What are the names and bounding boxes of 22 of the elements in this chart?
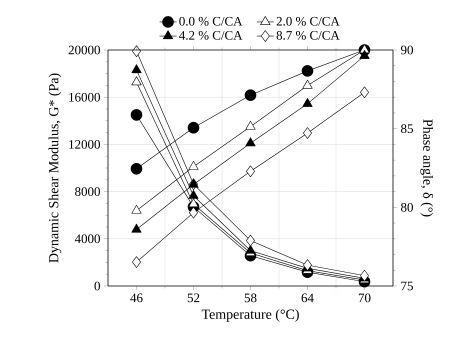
x-axis-title: Temperature (°C) xyxy=(202,309,299,322)
legend-label: 4.2 % C/CA xyxy=(179,30,242,40)
x-tick-label: 70 xyxy=(358,294,370,302)
legend-label: 0.0 % C/CA xyxy=(179,16,242,26)
y2-tick-label: 85 xyxy=(401,124,413,134)
x-tick-label: 64 xyxy=(302,294,314,302)
y2-tick-label: 90 xyxy=(400,46,413,54)
y-tick-label: 12000 xyxy=(69,140,100,149)
y-tick-label: 8000 xyxy=(75,187,100,196)
y-tick-label: 20000 xyxy=(68,46,100,54)
x-tick-label: 46 xyxy=(130,294,143,302)
legend-label: 8.7 % C/CA xyxy=(276,30,340,40)
y-tick-label: 0 xyxy=(94,282,100,290)
legend-label: 2.0 % C/CA xyxy=(276,16,340,26)
y2-axis-title: Phase angle, δ (°) xyxy=(420,119,434,216)
x-tick-label: 52 xyxy=(188,294,200,302)
y-axis-title: Dynamic Shear Modulus, G* (Pa) xyxy=(48,74,62,263)
x-tick-label: 58 xyxy=(244,294,256,302)
y-tick-label: 4000 xyxy=(74,234,100,244)
y-tick-label: 16000 xyxy=(69,92,100,102)
y2-tick-label: 75 xyxy=(401,282,413,290)
y2-tick-label: 80 xyxy=(401,202,413,212)
